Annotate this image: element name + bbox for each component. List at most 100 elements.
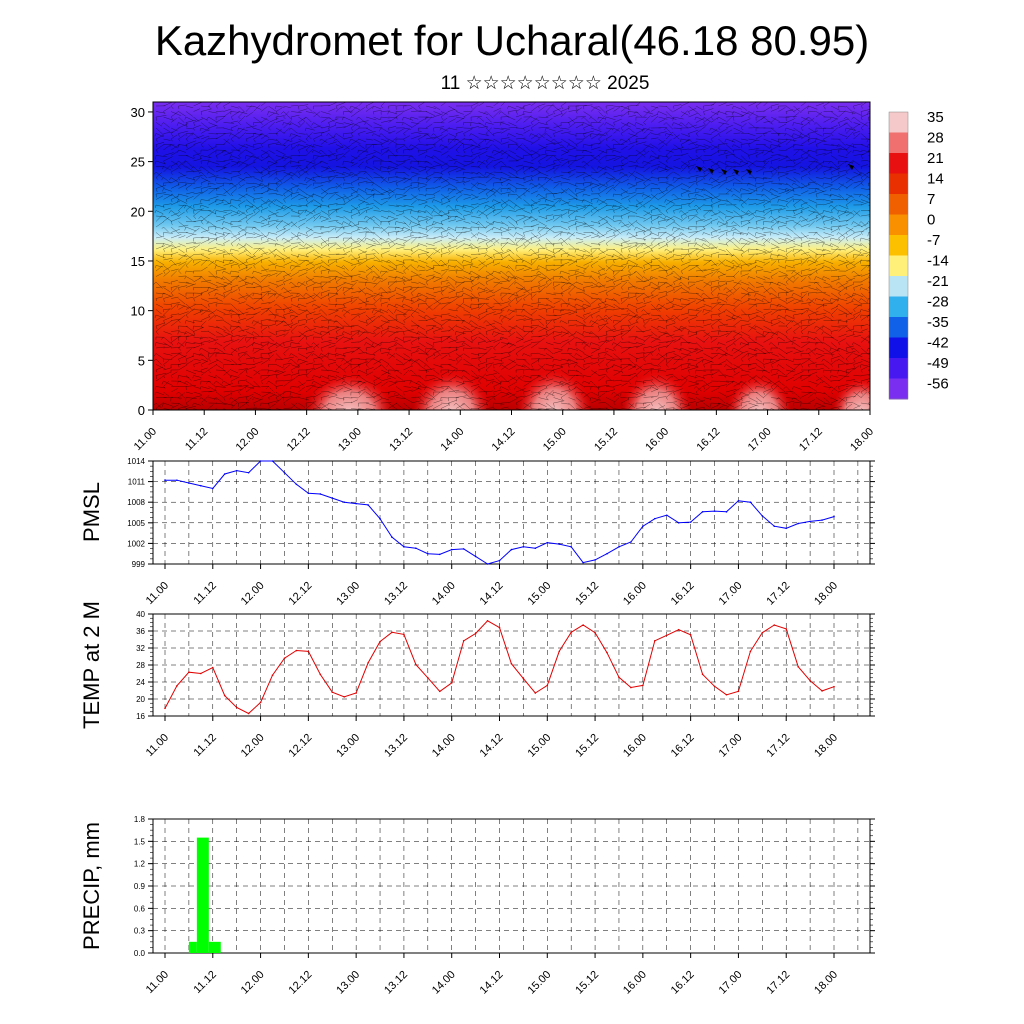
wind-barb <box>305 176 314 184</box>
wind-barb-flag <box>425 171 429 175</box>
wind-barb <box>223 132 232 134</box>
wind-barb <box>230 111 240 118</box>
wind-barb-flag <box>851 111 854 115</box>
wind-barb-flag <box>723 149 727 154</box>
wind-barb-flag <box>838 122 841 127</box>
wind-barb-flag <box>417 177 419 182</box>
wind-barb <box>530 149 540 156</box>
wind-barb <box>478 188 487 190</box>
wind-barb <box>170 160 179 166</box>
wind-barb <box>313 111 321 118</box>
wind-barb-flag <box>769 166 772 169</box>
wind-barb <box>830 167 840 173</box>
wind-barb-flag <box>335 149 338 153</box>
wind-barb <box>448 168 458 173</box>
wind-barb <box>613 127 620 132</box>
wind-barb <box>643 127 654 132</box>
wind-barb <box>170 102 177 107</box>
wind-barb-flag <box>191 133 194 136</box>
wind-barb-flag <box>860 105 863 109</box>
wind-barb <box>238 176 247 184</box>
wind-barb <box>298 170 307 178</box>
wind-barb <box>845 127 856 131</box>
wind-barb <box>530 183 541 189</box>
wind-barb <box>860 113 870 118</box>
wind-barb <box>380 139 389 145</box>
wind-barb-flag <box>484 171 487 176</box>
wind-barb <box>508 182 517 189</box>
wind-barb <box>590 155 599 161</box>
wind-barb <box>545 188 554 194</box>
wind-barb <box>448 105 458 112</box>
wind-barb-flag <box>483 111 487 115</box>
wind-barb <box>800 183 811 189</box>
wind-barb <box>358 138 367 143</box>
wind-barb-flag <box>717 111 719 115</box>
wind-barb-flag <box>470 122 472 127</box>
wind-barb <box>328 176 336 184</box>
wind-barb <box>725 179 735 184</box>
wind-barb <box>568 144 577 149</box>
wind-barb <box>335 106 343 112</box>
wind-barb <box>598 133 606 137</box>
wind-barb <box>290 111 302 113</box>
wind-barb <box>785 133 794 138</box>
wind-barb <box>808 137 818 140</box>
wind-barb-flag <box>598 155 601 158</box>
wind-barb <box>433 133 441 141</box>
wind-barb <box>740 182 751 185</box>
wind-barb <box>628 122 637 127</box>
wind-barb <box>268 142 279 145</box>
wind-barb <box>590 166 598 174</box>
wind-barb-flag <box>408 155 412 159</box>
wind-barb-flag <box>822 182 824 187</box>
wind-barb <box>470 133 479 139</box>
wind-barb <box>725 153 735 156</box>
wind-barb <box>628 165 638 167</box>
wind-barb <box>185 170 195 173</box>
wind-barb <box>530 116 540 121</box>
wind-barb <box>395 188 406 191</box>
wind-barb <box>620 145 628 151</box>
wind-barb-flag <box>395 182 398 187</box>
wind-barb <box>493 107 502 112</box>
wind-barb-flag <box>748 166 751 170</box>
wind-barb-flag <box>828 160 832 164</box>
wind-barb-flag <box>665 133 667 137</box>
wind-barb <box>245 155 256 158</box>
wind-barb <box>680 148 689 151</box>
wind-barb <box>358 156 367 162</box>
wind-barb <box>815 161 825 167</box>
wind-barb <box>583 130 595 134</box>
wind-barb <box>178 144 187 146</box>
wind-barb-flag <box>493 166 496 169</box>
wind-barb <box>305 105 313 112</box>
wind-barb-flag <box>440 138 443 142</box>
wind-barb-flag <box>770 144 772 149</box>
wind-barb-flag <box>785 111 787 115</box>
wind-barb <box>673 147 684 151</box>
wind-barb <box>485 127 494 136</box>
wind-barb-flag <box>431 155 434 159</box>
wind-barb <box>785 188 794 192</box>
wind-barb <box>778 156 788 162</box>
wind-barb-flag <box>686 122 689 126</box>
wind-barb <box>290 105 299 107</box>
wind-barb-flag <box>680 144 684 148</box>
wind-barb <box>493 157 503 162</box>
wind-barb <box>320 180 332 184</box>
wind-barb-flag <box>793 188 795 193</box>
wind-barb <box>748 152 759 156</box>
wind-barb <box>718 123 725 129</box>
wind-barb <box>425 165 435 173</box>
wind-barb <box>328 169 337 173</box>
wind-barb <box>643 115 651 123</box>
wind-barb-flag <box>371 188 374 192</box>
wind-barb <box>590 142 602 145</box>
wind-barb <box>583 116 591 124</box>
wind-barb <box>680 152 689 156</box>
wind-barb <box>433 134 443 140</box>
wind-barb-flag <box>223 105 226 109</box>
wind-barb-flag <box>380 144 383 148</box>
wind-barb-flag <box>230 127 233 131</box>
